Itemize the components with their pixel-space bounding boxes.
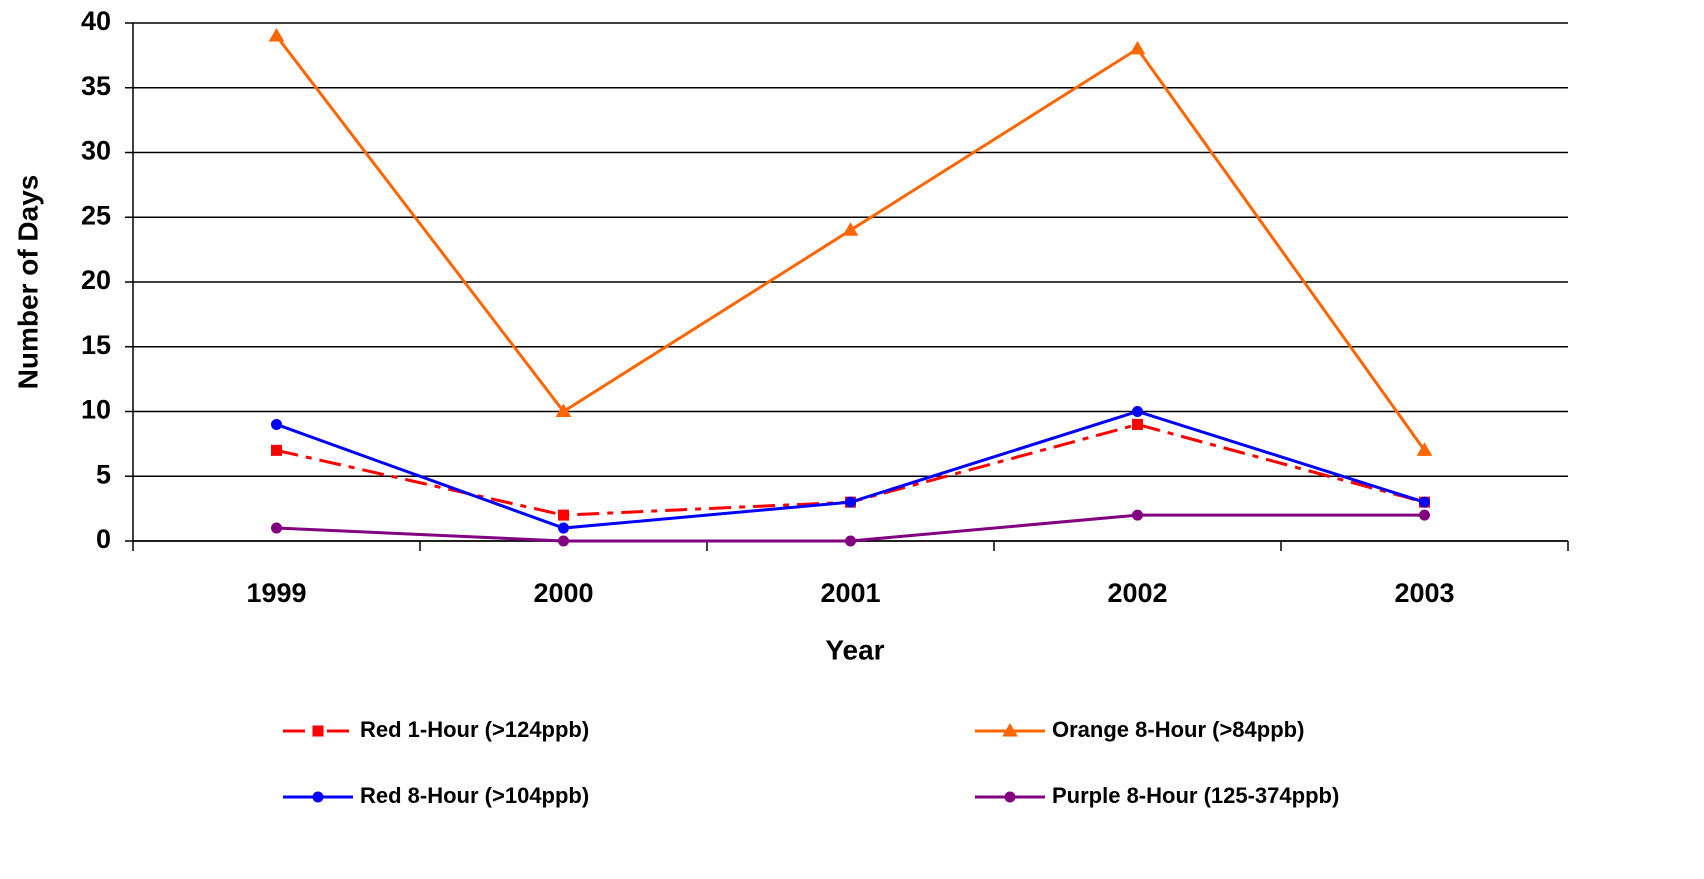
data-point (1132, 406, 1143, 417)
data-point (845, 496, 856, 508)
data-point (271, 522, 282, 534)
data-point (271, 444, 282, 456)
y-tick-label: 0 (96, 524, 111, 554)
data-point (271, 418, 282, 430)
data-point (1132, 418, 1143, 430)
legend-marker (1002, 723, 1018, 737)
series-line (275, 35, 1426, 452)
legend-label: Red 8-Hour (>104ppb) (360, 783, 589, 808)
y-axis-title: Number of Days (12, 175, 43, 390)
data-point (1419, 496, 1430, 508)
y-tick-label: 15 (81, 330, 111, 360)
legend-marker (312, 791, 324, 803)
data-point (555, 403, 572, 417)
data-point (1419, 509, 1430, 521)
data-point (1416, 442, 1433, 456)
data-point (1129, 40, 1146, 55)
x-tick-label: 2003 (1394, 578, 1454, 608)
legend-label: Red 1-Hour (>124ppb) (360, 717, 589, 742)
data-point (558, 509, 569, 521)
data-point (268, 27, 285, 42)
data-point (558, 522, 569, 534)
data-point (1132, 509, 1143, 521)
legend-label: Orange 8-Hour (>84ppb) (1052, 717, 1304, 742)
y-tick-label: 25 (81, 200, 111, 230)
legend-marker (312, 725, 324, 737)
data-point (845, 535, 856, 547)
data-point (558, 535, 569, 547)
legend-label: Purple 8-Hour (125-374ppb) (1052, 783, 1339, 808)
y-tick-label: 30 (81, 136, 111, 166)
y-tick-label: 40 (81, 6, 111, 36)
y-tick-label: 5 (96, 459, 111, 489)
series-line (275, 409, 1425, 530)
x-tick-label: 1999 (246, 578, 306, 608)
y-tick-label: 35 (81, 71, 111, 101)
y-tick-label: 10 (81, 395, 111, 425)
y-tick-label: 20 (81, 265, 111, 295)
legend-marker (1004, 791, 1016, 803)
x-tick-label: 2001 (820, 578, 880, 608)
x-tick-label: 2000 (533, 578, 593, 608)
data-point (842, 222, 859, 236)
x-tick-label: 2002 (1107, 578, 1167, 608)
x-axis-title: Year (825, 634, 884, 665)
